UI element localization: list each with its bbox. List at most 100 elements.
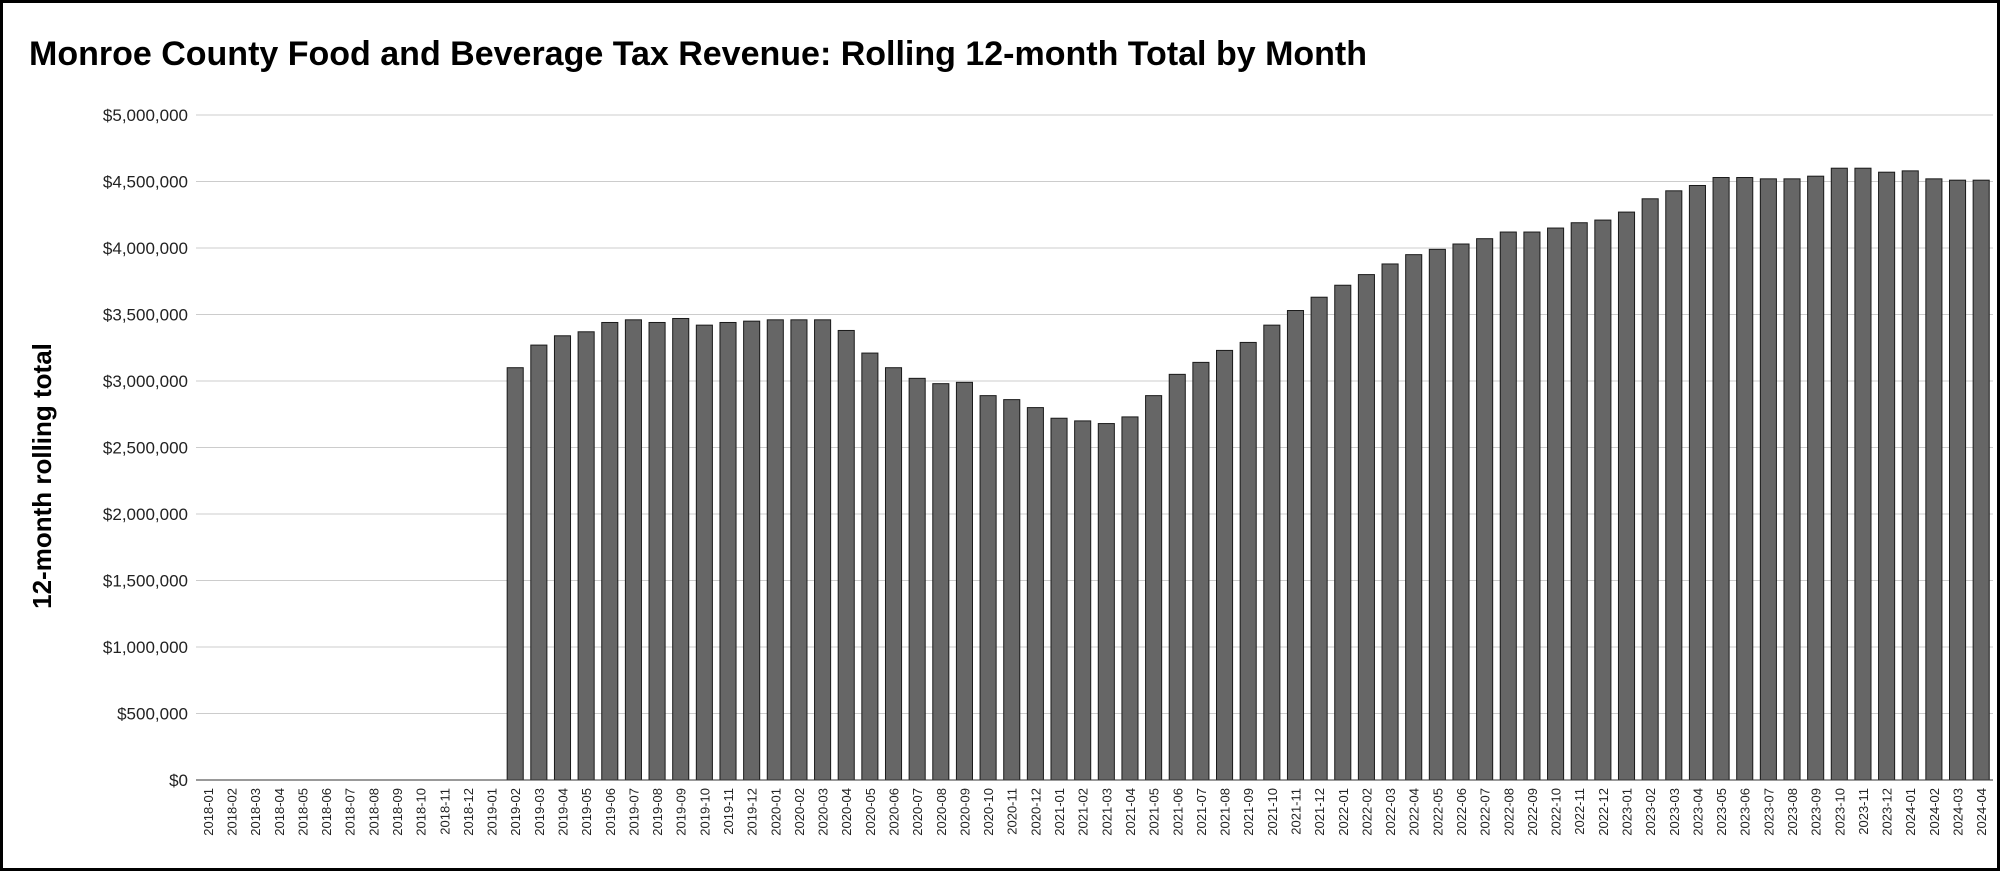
bar-2023-07 [1759,178,1777,781]
y-axis-label: 12-month rolling total [27,343,57,609]
bar-2023-08 [1783,178,1801,781]
bar-2021-11 [1286,310,1305,781]
bar-2023-03 [1665,190,1683,781]
bar-2023-11 [1854,167,1872,781]
x-tick-label: 2020-07 [910,788,925,836]
bar-2021-05 [1145,395,1163,781]
bar-2020-09 [955,381,973,781]
y-tick-label: $2,000,000 [103,505,188,524]
bar-2022-07 [1476,238,1494,781]
x-tick-label: 2018-08 [366,788,381,836]
x-tick-label: 2021-07 [1194,788,1209,836]
bar-2024-03 [1948,179,1967,781]
bar-2022-12 [1594,219,1612,781]
y-axis-ticks: $0 $500,000 $1,000,000 $1,500,000 $2,000,000… [103,106,188,790]
x-tick-label: 2019-07 [626,788,641,836]
bar-2022-10 [1547,227,1565,781]
x-axis-ticks: 2018-01 2018-02 2018-03 2018-04 2018-05 2018-… [201,788,1989,836]
x-tick-label: 2022-09 [1525,788,1540,836]
x-tick-label: 2018-02 [224,788,239,836]
bar-2020-11 [1003,399,1021,781]
x-tick-label: 2019-04 [555,788,570,836]
y-tick-label: $3,000,000 [103,372,188,391]
x-tick-label: 2018-10 [414,788,429,836]
bar-2024-04 [1972,179,1990,781]
bar-2023-06 [1736,177,1754,781]
x-tick-label: 2022-12 [1596,788,1611,836]
x-tick-label: 2023-02 [1643,788,1658,836]
y-tick-label: $5,000,000 [103,106,188,125]
bar-2019-10 [695,324,713,781]
bar-2021-04 [1121,416,1139,781]
x-tick-label: 2020-02 [792,788,807,836]
bar-2021-09 [1239,341,1257,781]
x-tick-label: 2022-08 [1501,788,1516,836]
x-tick-label: 2022-06 [1454,788,1469,836]
bar-2022-06 [1452,243,1470,781]
x-tick-label: 2021-09 [1241,788,1256,836]
x-tick-label: 2022-03 [1383,788,1398,836]
x-tick-label: 2021-01 [1052,788,1067,836]
bar-2022-01 [1334,284,1352,781]
x-tick-label: 2018-07 [343,788,358,836]
bar-2022-04 [1405,254,1423,781]
x-tick-label: 2022-01 [1336,788,1351,836]
x-tick-label: 2022-11 [1572,788,1587,835]
bar-2023-02 [1641,198,1659,781]
bar-2021-06 [1168,373,1186,781]
bar-2019-08 [648,321,666,781]
gridlines [196,114,1993,781]
x-tick-label: 2020-12 [1028,788,1043,836]
y-tick-label: $1,500,000 [103,572,188,591]
bar-2020-05 [861,352,879,781]
x-tick-label: 2023-07 [1761,788,1776,836]
x-tick-label: 2020-01 [768,788,783,836]
x-tick-label: 2024-01 [1903,788,1918,836]
y-tick-label: $2,500,000 [103,439,188,458]
x-tick-label: 2023-10 [1832,788,1847,836]
bars [506,167,1990,781]
x-tick-label: 2020-11 [1005,788,1020,835]
x-tick-label: 2019-01 [485,788,500,836]
x-tick-label: 2018-12 [461,788,476,836]
x-tick-label: 2021-11 [1288,788,1303,835]
x-tick-label: 2019-08 [650,788,665,836]
x-tick-label: 2019-09 [674,788,689,836]
bar-2022-05 [1428,248,1446,781]
bar-2020-03 [814,319,832,781]
x-tick-label: 2020-03 [816,788,831,836]
bar-2023-01 [1617,211,1636,781]
bar-2019-12 [743,320,761,781]
x-tick-label: 2021-02 [1076,788,1091,836]
bar-2021-03 [1097,423,1115,781]
x-tick-label: 2023-11 [1856,788,1871,835]
x-tick-label: 2018-06 [319,788,334,836]
bar-2019-07 [624,319,642,781]
x-tick-label: 2023-04 [1690,788,1705,836]
x-tick-label: 2019-10 [697,788,712,836]
chart-title: Monroe County Food and Beverage Tax Reve… [29,35,1368,73]
y-tick-label: $3,500,000 [103,306,188,325]
y-tick-label: $500,000 [117,705,188,724]
bar-2019-03 [530,344,548,781]
bar-2019-04 [553,335,572,781]
y-tick-label: $0 [169,771,188,790]
bar-2020-12 [1026,407,1044,781]
x-tick-label: 2021-05 [1147,788,1162,836]
x-tick-label: 2019-02 [508,788,523,836]
bar-2021-01 [1050,417,1068,781]
x-tick-label: 2021-06 [1170,788,1185,836]
bar-2020-10 [979,395,997,781]
bar-2021-07 [1192,361,1210,781]
x-tick-label: 2024-02 [1927,788,1942,836]
bar-2023-12 [1878,171,1896,781]
bar-2024-01 [1901,170,1919,781]
x-tick-label: 2022-07 [1478,788,1493,836]
x-tick-label: 2024-04 [1974,788,1989,836]
bar-2021-10 [1263,324,1281,781]
x-tick-label: 2023-09 [1809,788,1824,836]
bar-2020-07 [908,377,926,781]
bar-2022-03 [1381,263,1399,781]
x-tick-label: 2018-01 [201,788,216,836]
